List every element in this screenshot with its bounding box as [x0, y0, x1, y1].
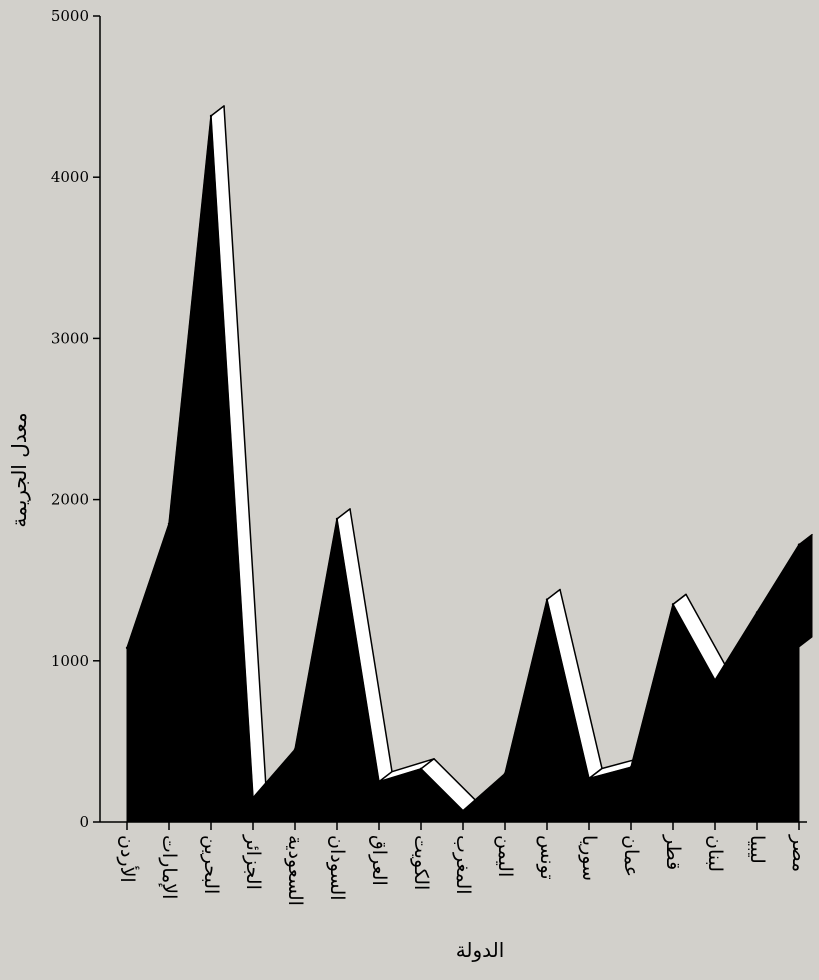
data-point	[797, 543, 801, 546]
x-tick-label: مصر	[788, 834, 810, 872]
data-point	[587, 777, 591, 780]
x-tick-label: السعودية	[284, 835, 306, 906]
area-series	[126, 115, 800, 823]
y-tick-label: 3000	[51, 329, 89, 347]
y-tick-label: 2000	[51, 491, 89, 509]
x-tick-label: قطر	[662, 834, 684, 870]
data-point	[629, 765, 633, 769]
y-tick-label: 1000	[51, 652, 89, 670]
data-point	[671, 603, 675, 606]
data-point	[251, 796, 255, 800]
x-tick-label: المغرب	[452, 835, 474, 895]
x-tick-label: البحرين	[200, 835, 222, 894]
y-tick-label: 4000	[51, 168, 89, 186]
x-tick-label: الأردن	[116, 835, 139, 883]
data-point	[545, 598, 549, 601]
data-point	[167, 522, 171, 525]
data-point	[335, 517, 339, 521]
x-tick-label: الكويت	[410, 835, 432, 890]
y-ticks: 0 1000 2000 3000 4000 5000	[51, 7, 100, 831]
data-point	[377, 780, 381, 783]
data-point	[293, 748, 297, 751]
y-axis-title: معدل الجريمة	[7, 412, 31, 527]
x-tick-label: الجزائر	[242, 834, 264, 890]
y-tick-label: 0	[79, 813, 89, 831]
x-ticks: الأردن الإمارات البحرين الجزائر السعودية السو…	[116, 822, 810, 906]
data-point	[503, 772, 507, 775]
x-axis-title: الدولة	[456, 938, 505, 962]
x-tick-label: الإمارات	[158, 835, 180, 899]
ribbon-end-cap	[798, 533, 813, 649]
x-tick-label: ليبيا	[746, 835, 768, 864]
data-point	[461, 809, 465, 812]
x-tick-label: اليمن	[494, 835, 516, 877]
data-point	[209, 114, 213, 118]
x-tick-label: العراق	[368, 835, 390, 886]
x-tick-label: لبنان	[704, 835, 726, 872]
x-tick-label: السودان	[326, 835, 348, 901]
axes	[99, 16, 807, 823]
y-tick-label: 5000	[51, 7, 89, 25]
area-layer	[125, 114, 813, 823]
x-tick-label: عمان	[620, 835, 642, 877]
x-tick-label: تونس	[536, 835, 558, 880]
data-point	[125, 646, 129, 650]
data-point	[419, 767, 423, 771]
data-point	[713, 678, 717, 682]
x-tick-label: سوريا	[578, 835, 600, 881]
data-point	[755, 611, 759, 614]
